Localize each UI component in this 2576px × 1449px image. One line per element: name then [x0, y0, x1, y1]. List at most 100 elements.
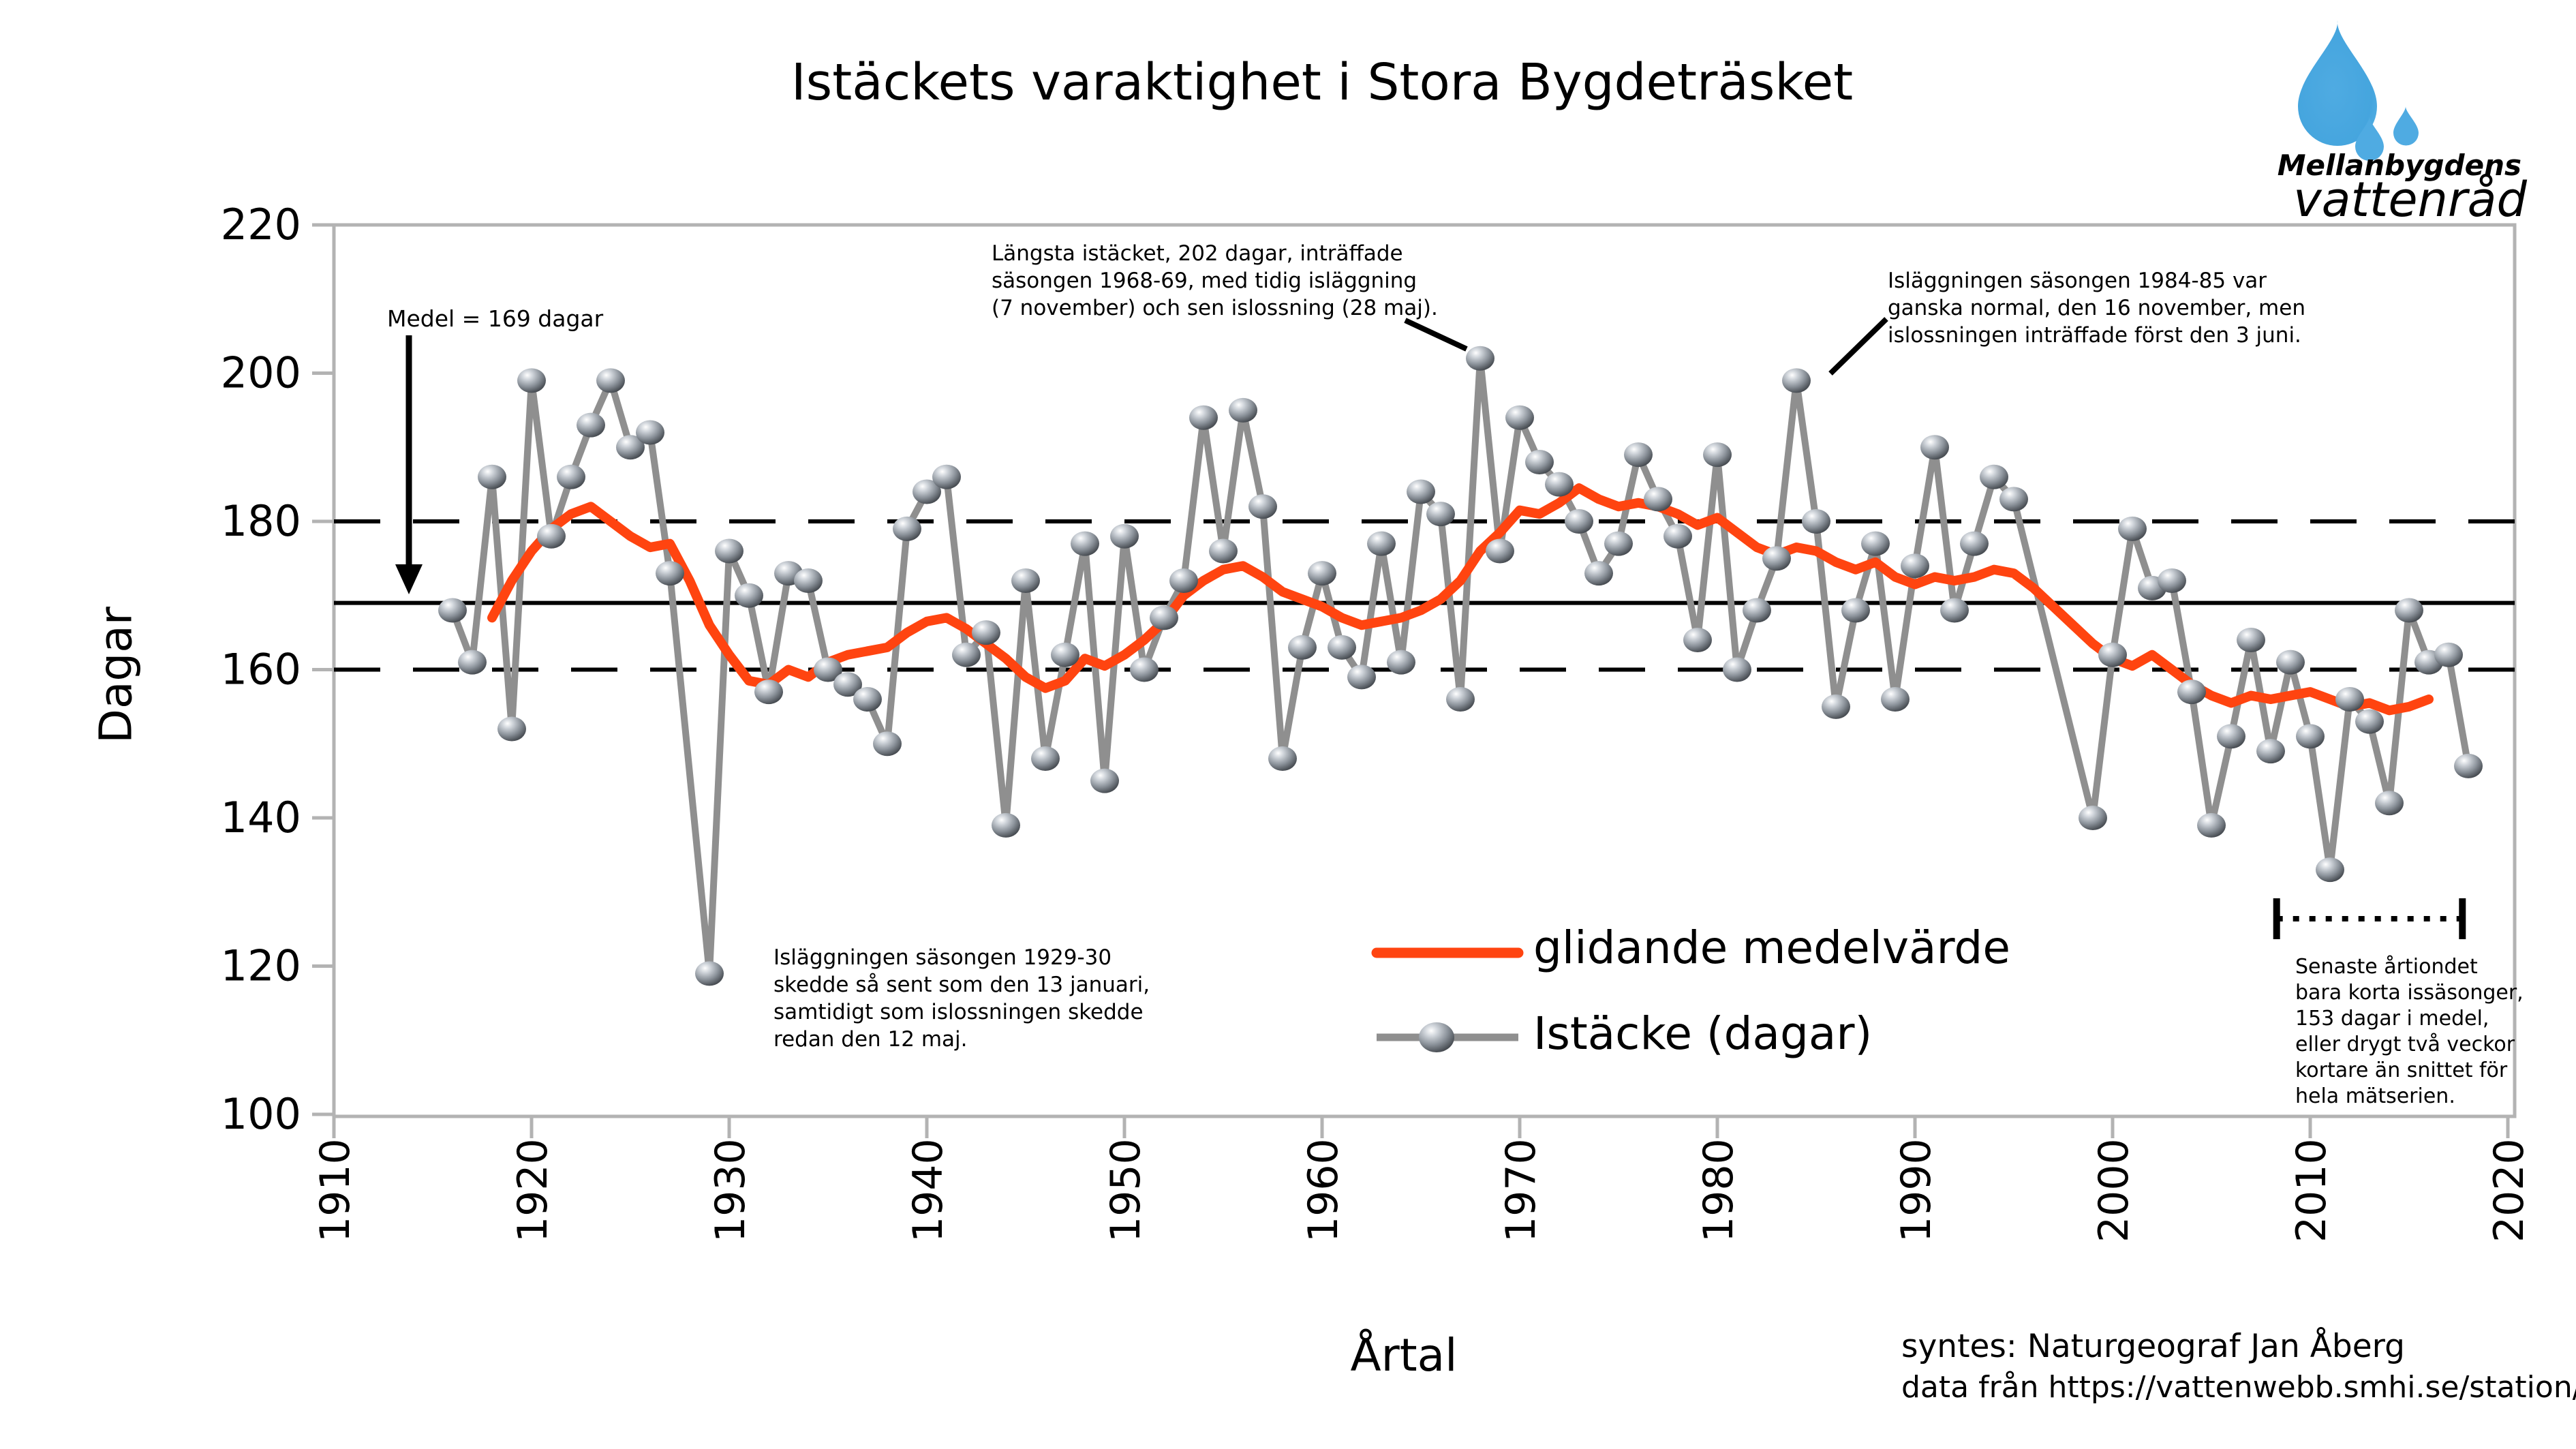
chart-title: Istäckets varaktighet i Stora Bygdeträsk…	[791, 53, 1854, 112]
data-point-marker	[1110, 523, 1139, 549]
data-point-marker	[497, 716, 526, 742]
data-point-marker	[1387, 650, 1415, 675]
data-point-marker	[1011, 568, 1040, 593]
data-point-marker	[1169, 568, 1198, 593]
y-tick-label: 120	[221, 941, 301, 991]
annotation-recent-decade: Senaste årtiondet bara korta issäsonger,…	[2295, 955, 2524, 1108]
data-point-marker	[616, 435, 645, 460]
x-tick-label: 1930	[707, 1138, 754, 1242]
annotation-season-1984-85: Isläggningen säsongen 1984-85 var ganska…	[1888, 269, 2305, 348]
x-axis-label: Årtal	[1350, 1329, 1458, 1382]
data-point-marker	[1090, 768, 1119, 793]
data-point-marker	[853, 687, 882, 712]
data-point-marker	[1604, 531, 1633, 556]
x-tick-label: 1920	[509, 1138, 557, 1242]
data-point-marker	[1150, 605, 1178, 630]
data-point-marker	[893, 516, 921, 541]
x-tick-label: 1950	[1102, 1138, 1150, 1242]
data-point-marker	[695, 961, 724, 986]
data-point-marker	[1861, 531, 1890, 556]
y-tick-label: 140	[221, 793, 301, 842]
data-point-marker	[873, 731, 902, 757]
data-point-marker	[1960, 531, 1989, 556]
data-point-marker	[2256, 739, 2285, 764]
data-point-marker	[1288, 635, 1317, 660]
data-point-marker	[517, 368, 546, 393]
x-tick-label: 1940	[904, 1138, 952, 1242]
data-point-marker	[1762, 546, 1791, 571]
data-point-marker	[1584, 561, 1613, 586]
x-tick-label: 1970	[1497, 1138, 1545, 1242]
data-point-marker	[2237, 628, 2265, 652]
data-point-marker	[458, 650, 487, 675]
credit-author: syntes: Naturgeograf Jan Åberg	[1901, 1328, 2405, 1365]
data-point-marker	[913, 479, 941, 504]
data-point-marker	[1841, 598, 1870, 623]
data-point-marker	[932, 464, 961, 489]
mean-arrow-head	[395, 564, 423, 594]
data-point-marker	[1189, 405, 1218, 430]
data-point-marker	[2335, 687, 2364, 712]
data-point-marker	[2355, 709, 2384, 734]
data-point-marker	[636, 420, 664, 445]
data-point-marker	[992, 812, 1020, 838]
data-point-marker	[754, 680, 783, 705]
data-point-marker	[1248, 494, 1277, 519]
x-tick-label: 2020	[2485, 1138, 2533, 1242]
logo-name-line2: vattenråd	[2293, 172, 2527, 228]
data-point-marker	[2375, 791, 2404, 816]
data-point-marker	[1802, 509, 1830, 534]
data-point-marker	[794, 568, 823, 593]
data-point-marker	[1624, 442, 1653, 468]
data-point-marker	[1545, 472, 1574, 497]
data-point-marker	[1723, 657, 1751, 682]
data-point-marker	[1980, 464, 2008, 489]
data-point-marker	[814, 657, 842, 682]
data-point-marker	[1703, 442, 1732, 468]
data-point-marker	[577, 412, 605, 438]
data-point-marker	[2217, 724, 2245, 749]
annotation-longest-ice-cover: Längsta istäcket, 202 dagar, inträffade …	[992, 241, 1438, 320]
data-point-marker	[1071, 531, 1099, 556]
x-tick-label: 2000	[2090, 1138, 2138, 1242]
y-axis-label: Dagar	[89, 607, 142, 744]
data-point-marker	[1901, 553, 1929, 579]
data-point-marker	[833, 672, 862, 697]
x-tick-label: 1960	[1300, 1138, 1347, 1242]
data-point-marker	[1644, 487, 1672, 512]
y-tick-label: 160	[221, 645, 301, 695]
data-point-marker	[1881, 687, 1910, 712]
data-point-marker	[972, 620, 1000, 645]
data-point-marker	[1229, 397, 1257, 423]
data-point-marker	[1999, 487, 2028, 512]
x-tick-label: 2010	[2288, 1138, 2335, 1242]
data-point-marker	[1051, 642, 1079, 667]
data-point-marker	[1782, 368, 1811, 393]
data-point-marker	[2276, 650, 2305, 675]
legend-label-ice-cover: Istäcke (dagar)	[1533, 1007, 1873, 1060]
data-point-marker	[2098, 642, 2127, 667]
data-point-marker	[2434, 642, 2463, 667]
data-point-marker	[1525, 450, 1554, 474]
data-point-marker	[2197, 812, 2226, 838]
y-tick-label: 100	[221, 1089, 301, 1139]
logo-name-line1: Mellanbygdens	[2277, 149, 2521, 182]
data-point-marker	[2079, 806, 2107, 830]
data-point-marker	[1407, 479, 1435, 504]
annotation-season-1929-30: Isläggningen säsongen 1929-30 skedde så …	[773, 945, 1150, 1052]
data-point-marker	[1505, 405, 1534, 430]
data-point-marker	[715, 538, 743, 564]
data-point-marker	[1466, 346, 1494, 371]
data-point-marker	[1663, 523, 1692, 549]
data-point-marker	[952, 642, 981, 667]
annotation-mean: Medel = 169 dagar	[387, 305, 604, 332]
data-point-marker	[438, 598, 467, 623]
data-point-marker	[1328, 635, 1356, 660]
data-point-marker	[2316, 857, 2344, 883]
vattenrad-logo-drops-icon	[2298, 20, 2419, 161]
data-point-marker	[2158, 568, 2186, 593]
x-tick-label: 1990	[1892, 1138, 1940, 1242]
legend-label-moving-average: glidande medelvärde	[1533, 921, 2010, 974]
data-point-marker	[2118, 516, 2147, 541]
